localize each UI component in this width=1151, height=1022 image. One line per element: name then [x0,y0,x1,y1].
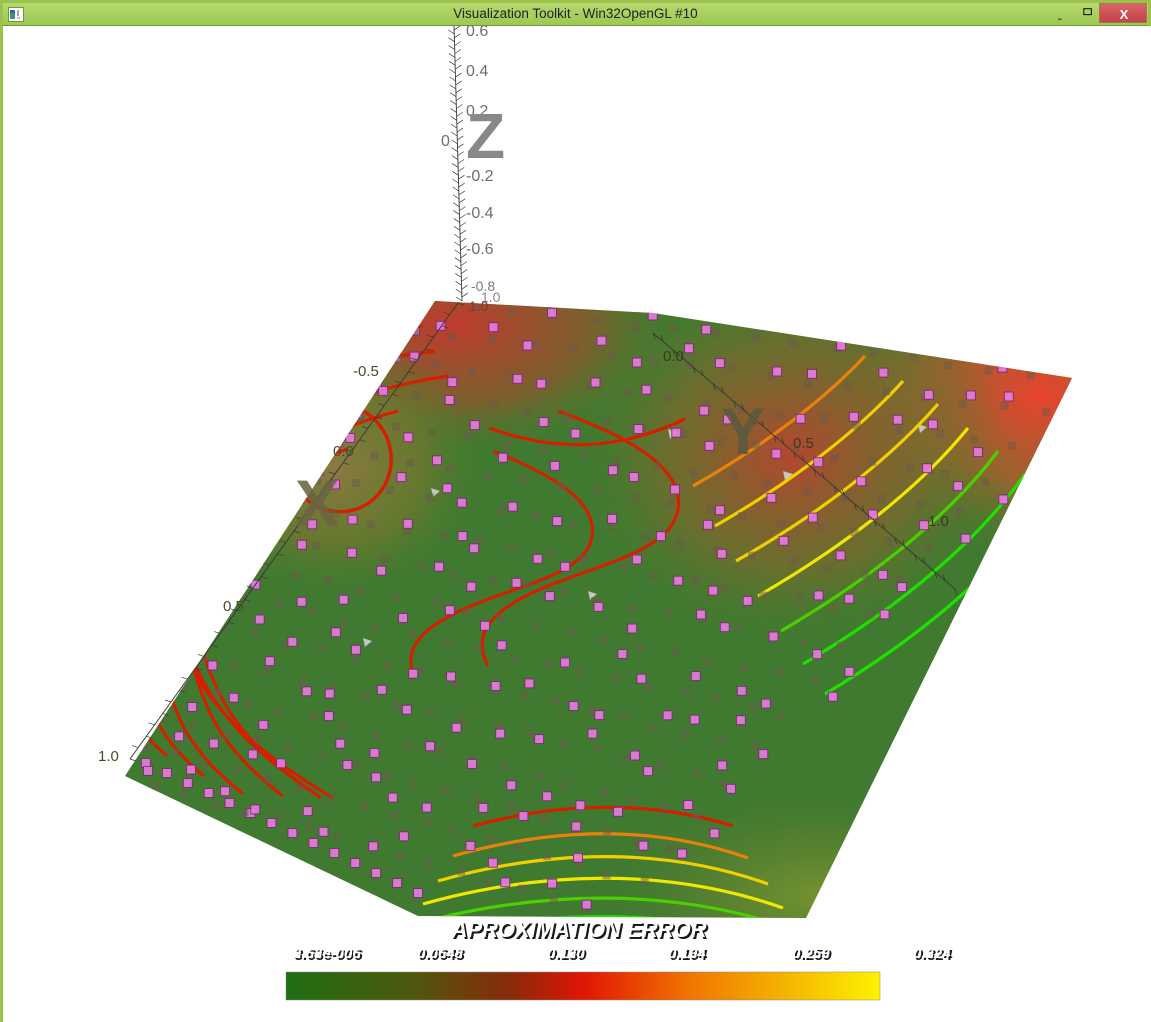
svg-text:-0.5: -0.5 [353,363,379,380]
svg-text:0.324: 0.324 [913,945,951,962]
svg-text:0.194: 0.194 [668,945,706,962]
svg-text:Z: Z [466,100,505,172]
svg-text:1.0: 1.0 [98,748,119,765]
svg-text:0.0648: 0.0648 [417,945,464,962]
svg-text:0.0: 0.0 [663,348,684,365]
svg-text:X: X [1120,7,1129,22]
svg-text:3.63e-006: 3.63e-006 [293,945,361,962]
svg-text:-0.6: -0.6 [466,241,494,258]
svg-text:0: 0 [441,133,450,150]
svg-text:0.6: 0.6 [466,26,488,40]
svg-text:0.130: 0.130 [547,945,585,962]
svg-text:0.4: 0.4 [466,63,488,80]
svg-text:APROXIMATION ERROR: APROXIMATION ERROR [450,917,706,942]
svg-text:-0.4: -0.4 [466,205,494,222]
svg-text:1.0: 1.0 [928,513,949,530]
svg-text:X: X [295,466,339,540]
svg-text:0.0: 0.0 [333,443,354,460]
svg-text:0.5: 0.5 [793,435,814,452]
svg-text:0.5: 0.5 [223,598,244,615]
svg-text:1.0: 1.0 [469,298,489,314]
svg-text:0.259: 0.259 [792,945,830,962]
svg-text:Y: Y [721,394,765,468]
